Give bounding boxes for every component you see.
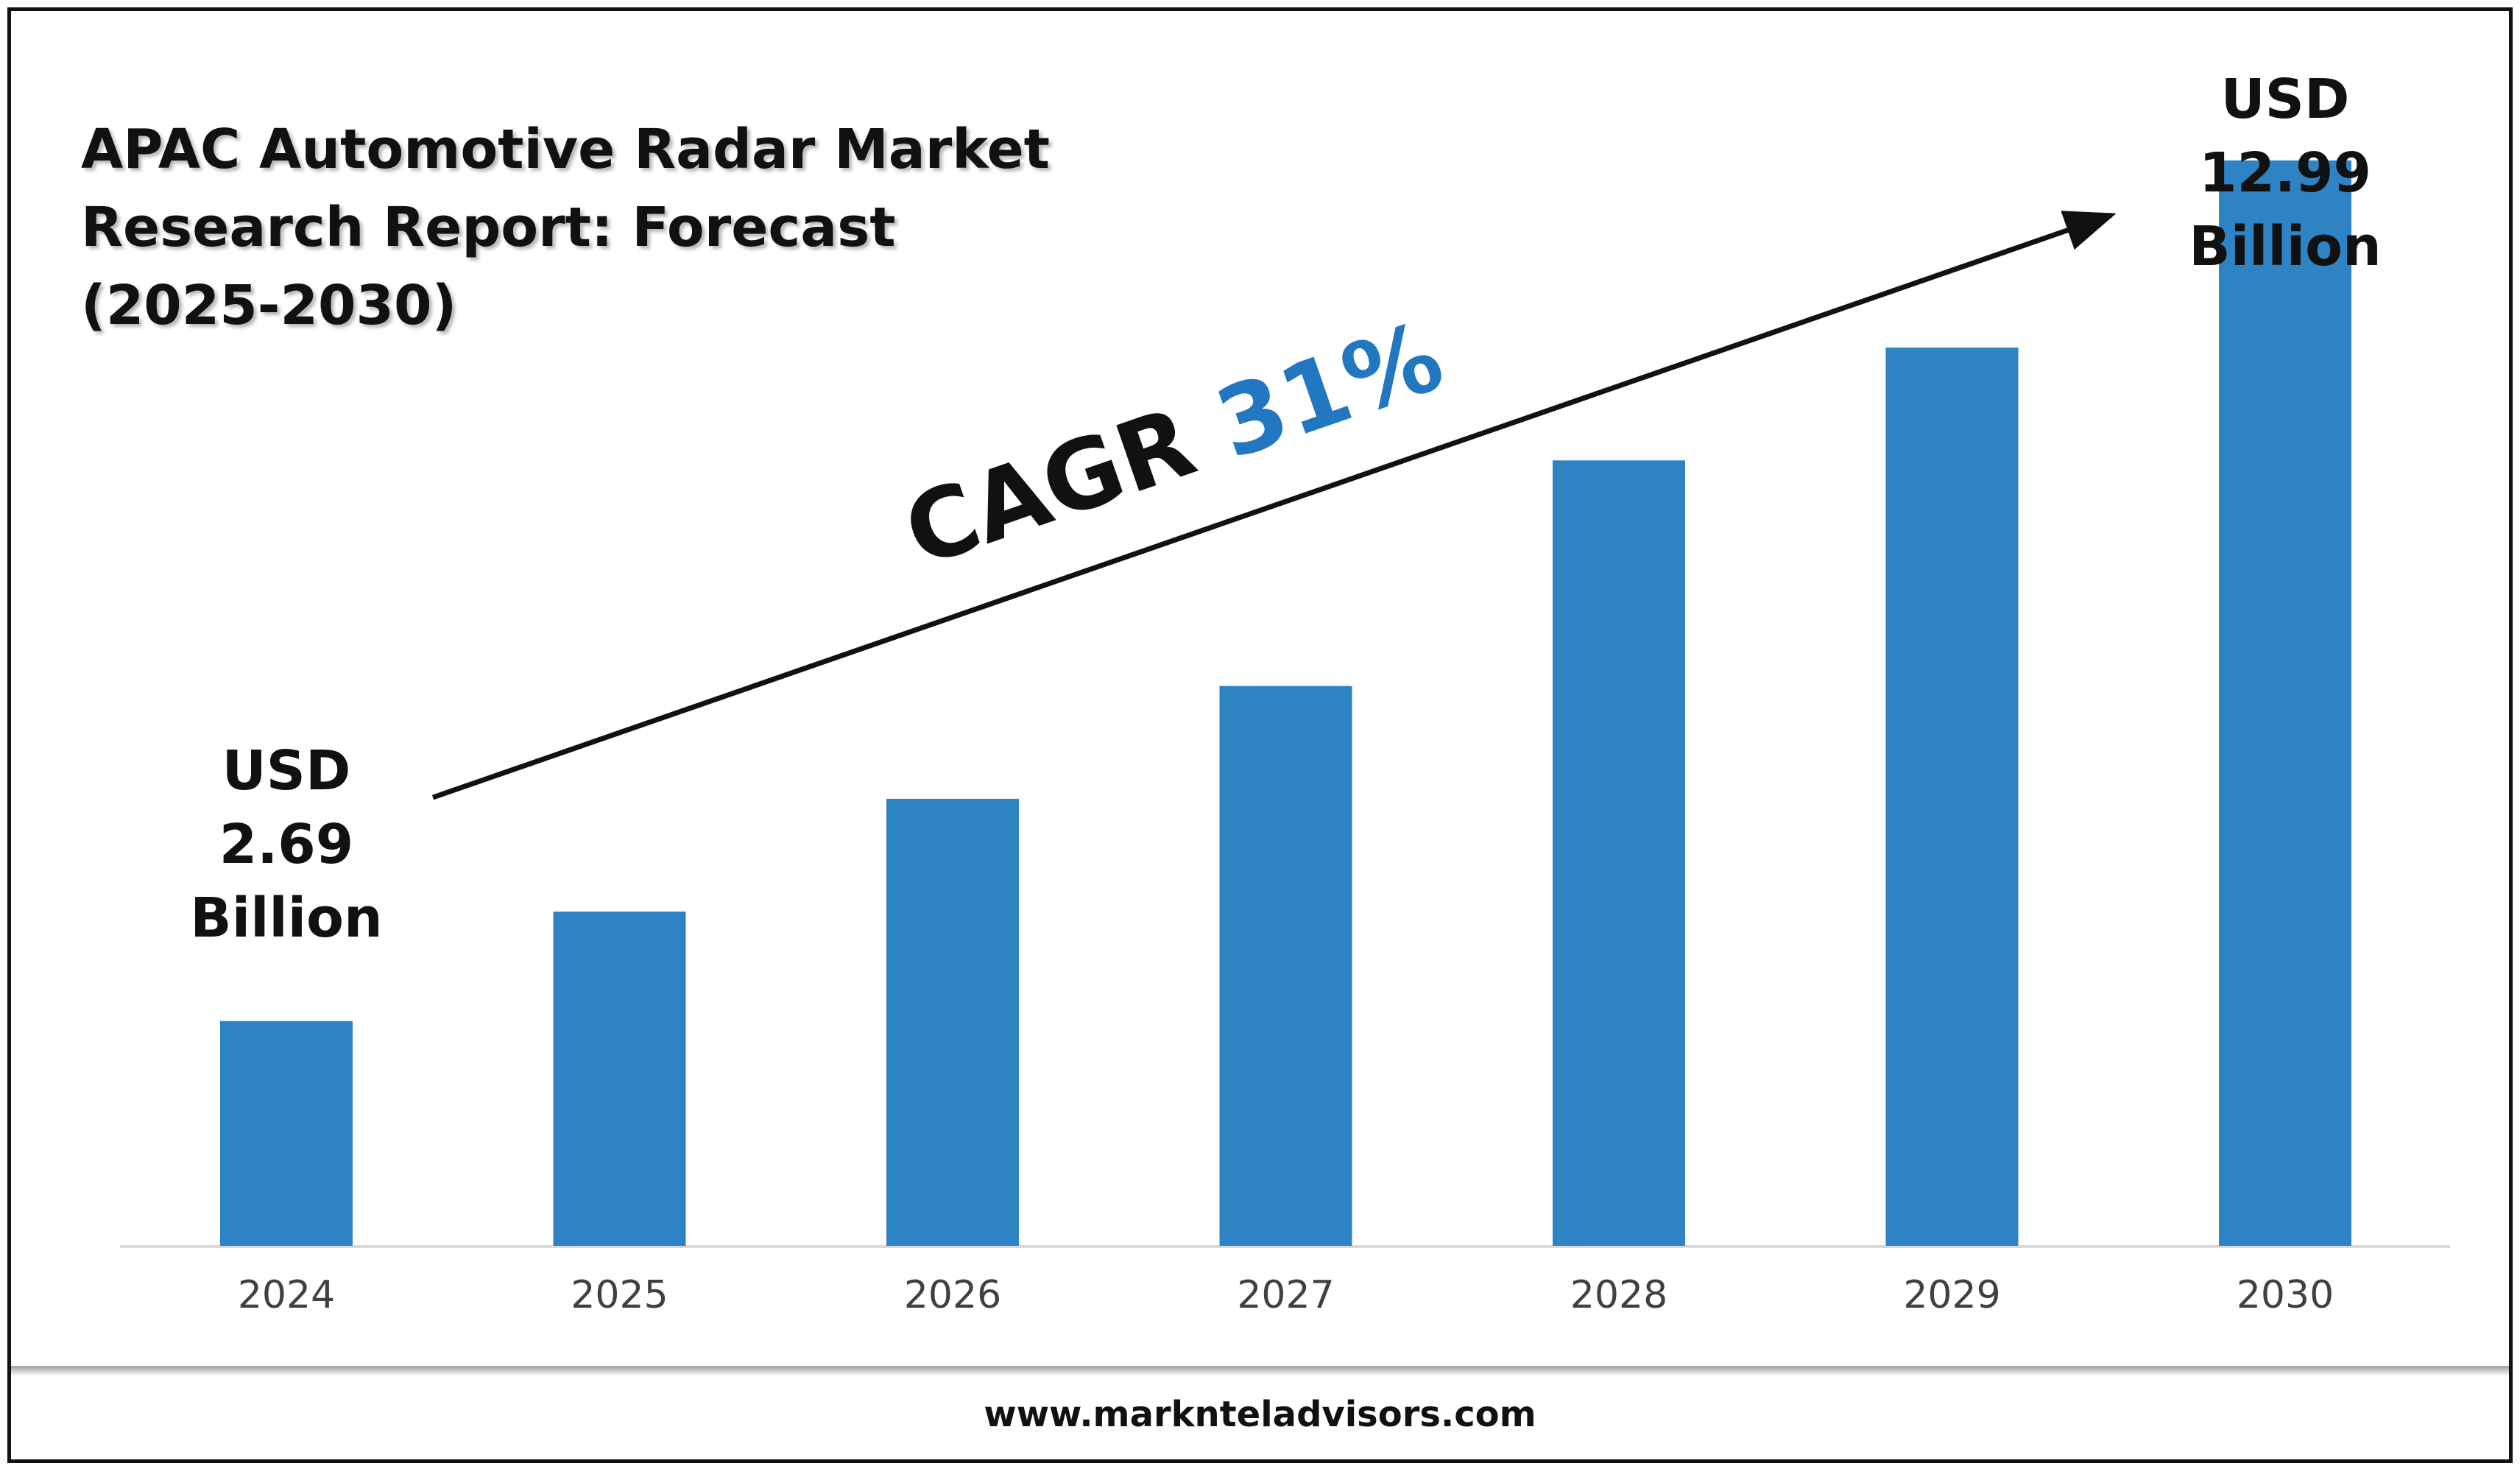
x-tick-label-2025: 2025 [571,1273,668,1317]
title-line-3: (2025-2030) [81,274,457,337]
bar-2027 [1219,686,1352,1246]
x-tick-label-2026: 2026 [904,1273,1001,1317]
growth-arrow [431,211,2117,800]
x-tick-label-2024: 2024 [238,1273,335,1317]
end-value-label-line-2: 12.99 [2199,141,2371,205]
x-tick-label-2030: 2030 [2237,1273,2334,1317]
x-tick-label-2027: 2027 [1237,1273,1334,1317]
website-url[interactable]: www.marknteladvisors.com [984,1394,1536,1435]
bar-2025 [553,912,686,1246]
bar-2030 [2219,160,2351,1247]
start-value-label-line-2: 2.69 [219,813,354,876]
bar-2026 [886,798,1019,1246]
title-line-1: APAC Automotive Radar Market [81,118,1051,181]
start-value-label-line-3: Billion [190,887,382,950]
bar-2024 [220,1021,353,1246]
chart-title: APAC Automotive Radar Market Research Re… [81,110,1050,345]
start-value-label-line-1: USD [222,739,351,803]
x-tick-label-2028: 2028 [1570,1273,1667,1317]
bar-2029 [1885,348,2019,1246]
footer-separator [11,1366,2509,1376]
plot-area: 2024 2025 2026 2027 2028 2029 2030 USD 2.69 Billi… [120,68,2450,1317]
end-value-label-line-1: USD [2221,68,2350,131]
title-line-2: Research Report: Forecast [81,196,896,259]
end-value-label-line-3: Billion [2189,215,2381,278]
cagr-text: CAGR [891,375,1239,588]
bar-2028 [1553,460,1685,1246]
x-tick-label-2029: 2029 [1903,1273,2000,1317]
cagr-label: CAGR 31% [891,300,1455,588]
